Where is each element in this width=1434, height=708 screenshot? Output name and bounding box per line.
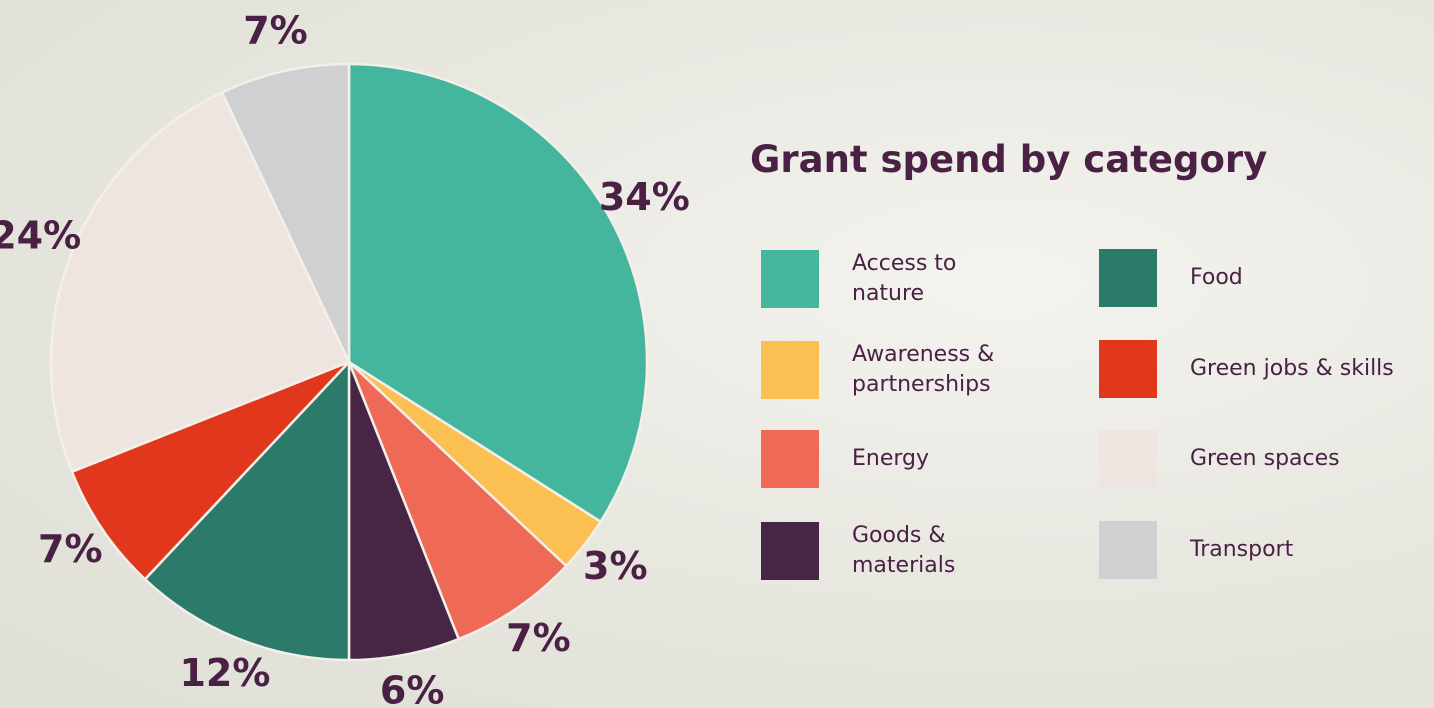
legend-label: Awareness & partnerships bbox=[852, 340, 1024, 400]
legend-item: Awareness & partnerships bbox=[761, 340, 1024, 400]
value-label: 3% bbox=[583, 544, 648, 588]
legend-label: Goods & materials bbox=[852, 521, 1024, 581]
legend-swatch bbox=[1099, 521, 1157, 579]
legend-item: Energy bbox=[761, 430, 1024, 488]
legend-label: Transport bbox=[1190, 535, 1430, 565]
legend-swatch bbox=[761, 250, 819, 308]
legend-item: Green jobs & skills bbox=[1099, 340, 1430, 398]
legend-label: Green jobs & skills bbox=[1190, 354, 1430, 384]
legend-swatch bbox=[1099, 249, 1157, 307]
value-label: 7% bbox=[243, 9, 308, 53]
legend-swatch bbox=[1099, 340, 1157, 398]
legend-label: Green spaces bbox=[1190, 444, 1430, 474]
value-label: 6% bbox=[380, 669, 445, 708]
legend-swatch bbox=[761, 341, 819, 399]
legend-swatch bbox=[1099, 430, 1157, 488]
legend-item: Green spaces bbox=[1099, 430, 1430, 488]
value-label: 12% bbox=[179, 651, 270, 695]
legend-item: Goods & materials bbox=[761, 521, 1024, 581]
pie-chart: 34% 3% 7% 6% 12% 7% 24% 7% bbox=[0, 0, 720, 708]
value-label: 34% bbox=[599, 175, 690, 219]
page: 34% 3% 7% 6% 12% 7% 24% 7% Grant spend by categ… bbox=[0, 0, 1434, 708]
value-label: 7% bbox=[506, 616, 571, 660]
legend-label: Energy bbox=[852, 444, 1024, 474]
legend-label: Access to nature bbox=[852, 249, 1024, 309]
value-label: 24% bbox=[0, 213, 81, 257]
legend-label: Food bbox=[1190, 263, 1430, 293]
chart-title: Grant spend by category bbox=[750, 138, 1267, 181]
legend-swatch bbox=[761, 430, 819, 488]
legend-item: Access to nature bbox=[761, 249, 1024, 309]
value-label: 7% bbox=[38, 527, 103, 571]
legend-swatch bbox=[761, 522, 819, 580]
legend-item: Food bbox=[1099, 249, 1430, 307]
legend-item: Transport bbox=[1099, 521, 1430, 579]
